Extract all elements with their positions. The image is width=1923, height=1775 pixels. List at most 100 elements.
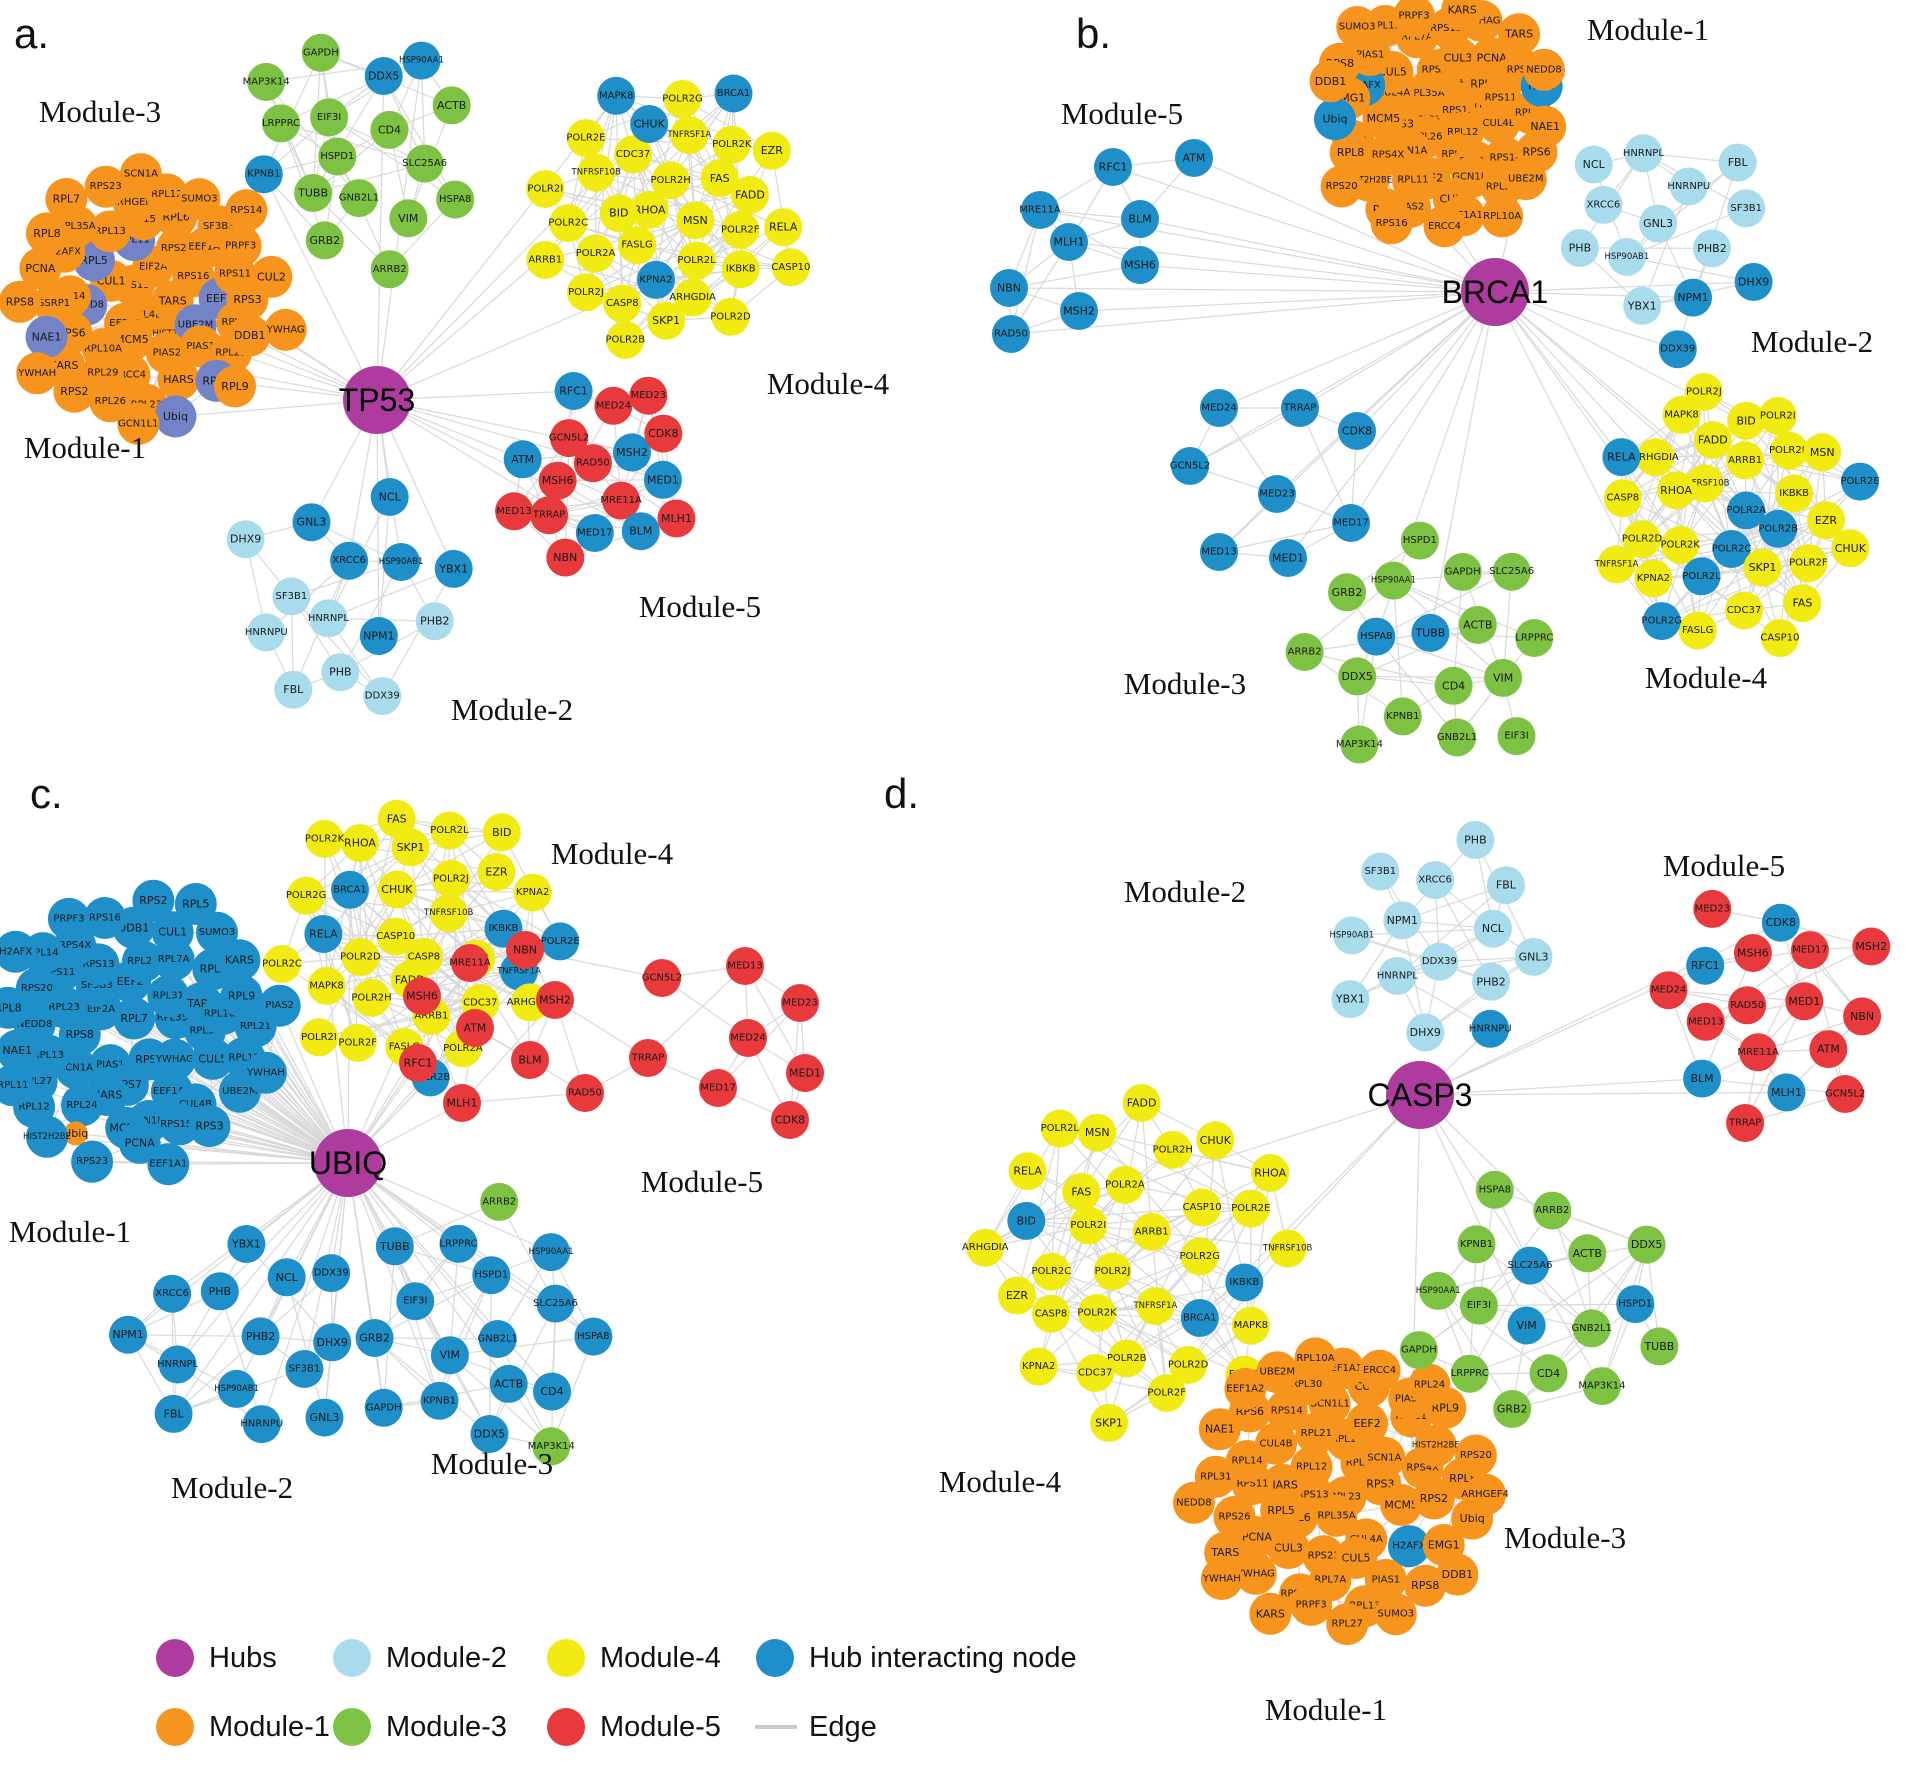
node-circle[interactable] xyxy=(1132,1212,1171,1251)
node-ARRB2[interactable]: ARRB2 xyxy=(480,1182,519,1221)
node-circle[interactable] xyxy=(1693,889,1732,928)
node-BLM[interactable]: BLM xyxy=(1683,1059,1722,1098)
node-ACTB[interactable]: ACTB xyxy=(489,1364,528,1403)
node-circle[interactable] xyxy=(313,1323,352,1362)
node-TRRAP[interactable]: TRRAP xyxy=(1726,1104,1765,1142)
node-DDX5[interactable]: DDX5 xyxy=(1627,1225,1666,1264)
node-SLC25A6[interactable]: SLC25A6 xyxy=(1489,552,1534,591)
node-MED17[interactable]: MED17 xyxy=(575,514,614,552)
node-POLR2H[interactable]: POLR2H xyxy=(351,978,392,1017)
node-ARHGDIA[interactable]: ARHGDIA xyxy=(1632,438,1679,477)
node-NPM1[interactable]: NPM1 xyxy=(109,1315,148,1354)
node-RPS14[interactable]: RPS14 xyxy=(225,189,268,232)
node-CASP10[interactable]: CASP10 xyxy=(771,248,810,287)
node-circle[interactable] xyxy=(1734,262,1773,301)
node-circle[interactable] xyxy=(121,940,164,983)
node-circle[interactable] xyxy=(1434,666,1473,705)
node-POLR2K[interactable]: POLR2K xyxy=(1661,526,1701,564)
node-KPNA2[interactable]: KPNA2 xyxy=(513,873,552,912)
node-MED17[interactable]: MED17 xyxy=(1790,931,1829,970)
node-circle[interactable] xyxy=(1388,1525,1430,1568)
node-ACTB[interactable]: ACTB xyxy=(1568,1234,1607,1273)
node-circle[interactable] xyxy=(1019,1347,1058,1386)
node-RFC1[interactable]: RFC1 xyxy=(399,1044,437,1082)
node-circle[interactable] xyxy=(1332,504,1370,542)
node-DDX5[interactable]: DDX5 xyxy=(1338,657,1377,696)
node-CUL5[interactable]: CUL5 xyxy=(191,1037,234,1080)
node-YBX1[interactable]: YBX1 xyxy=(227,1225,266,1263)
node-HSP90AA1[interactable]: HSP90AA1 xyxy=(399,41,444,80)
node-circle[interactable] xyxy=(305,1398,344,1437)
node-EZR[interactable]: EZR xyxy=(998,1276,1036,1315)
node-RPL5[interactable]: RPL5 xyxy=(174,883,217,925)
node-circle[interactable] xyxy=(1180,1299,1219,1337)
node-circle[interactable] xyxy=(242,1405,281,1444)
node-MED1[interactable]: MED1 xyxy=(786,1054,824,1092)
node-circle[interactable] xyxy=(1661,526,1700,564)
node-circle[interactable] xyxy=(1315,1494,1358,1537)
node-GCN1L1[interactable]: GCN1L1 xyxy=(117,402,160,445)
node-MLH1[interactable]: MLH1 xyxy=(443,1084,481,1122)
node-POLR2E[interactable]: POLR2E xyxy=(1840,462,1880,501)
node-circle[interactable] xyxy=(1346,1402,1389,1445)
node-YWHAG[interactable]: YWHAG xyxy=(264,308,307,351)
node-circle[interactable] xyxy=(1136,1287,1175,1326)
node-circle[interactable] xyxy=(1383,901,1422,940)
node-H2AFX[interactable]: H2AFX xyxy=(0,930,37,973)
node-circle[interactable] xyxy=(1285,633,1324,671)
node-circle[interactable] xyxy=(711,297,750,336)
node-VIM[interactable]: VIM xyxy=(430,1336,469,1375)
node-circle[interactable] xyxy=(644,414,683,453)
node-circle[interactable] xyxy=(1040,1109,1079,1148)
node-circle[interactable] xyxy=(0,280,41,323)
node-circle[interactable] xyxy=(1464,1473,1507,1516)
node-circle[interactable] xyxy=(1683,1059,1722,1098)
node-circle[interactable] xyxy=(405,144,444,183)
node-NBN[interactable]: NBN xyxy=(546,538,585,577)
node-GCN5L2[interactable]: GCN5L2 xyxy=(642,959,683,997)
node-RPL8[interactable]: RPL8 xyxy=(0,986,29,1029)
node-circle[interactable] xyxy=(456,1009,494,1047)
node-MAPK8[interactable]: MAPK8 xyxy=(1231,1306,1270,1345)
node-POLR2J[interactable]: POLR2J xyxy=(1684,373,1723,411)
node-circle[interactable] xyxy=(1514,937,1553,976)
node-circle[interactable] xyxy=(1231,1189,1270,1228)
node-circle[interactable] xyxy=(1636,438,1675,477)
node-circle[interactable] xyxy=(1727,491,1766,530)
node-circle[interactable] xyxy=(377,870,416,909)
node-POLR2D[interactable]: POLR2D xyxy=(1622,520,1663,559)
node-POLR2K[interactable]: POLR2K xyxy=(1077,1294,1117,1333)
node-circle[interactable] xyxy=(391,828,430,867)
node-circle[interactable] xyxy=(287,876,326,915)
node-POLR2J[interactable]: POLR2J xyxy=(432,859,470,898)
node-circle[interactable] xyxy=(700,159,739,198)
node-HSPD1[interactable]: HSPD1 xyxy=(318,137,357,176)
node-circle[interactable] xyxy=(241,1317,280,1356)
node-BLM[interactable]: BLM xyxy=(621,512,660,551)
node-CD4[interactable]: CD4 xyxy=(1434,666,1473,705)
node-circle[interactable] xyxy=(1785,982,1824,1021)
node-circle[interactable] xyxy=(503,440,542,479)
node-GNB2L1[interactable]: GNB2L1 xyxy=(478,1320,518,1358)
node-GRB2[interactable]: GRB2 xyxy=(355,1319,394,1357)
node-MED23[interactable]: MED23 xyxy=(629,376,668,415)
node-NAE1[interactable]: NAE1 xyxy=(1198,1408,1241,1451)
node-circle[interactable] xyxy=(1471,1009,1510,1048)
node-HIST2H2BE[interactable]: HIST2H2BE xyxy=(23,1115,71,1158)
node-PRPF3[interactable]: PRPF3 xyxy=(47,897,90,940)
node-circle[interactable] xyxy=(566,119,605,158)
node-SUMO3[interactable]: SUMO3 xyxy=(1374,1593,1417,1636)
node-circle[interactable] xyxy=(370,478,409,516)
node-circle[interactable] xyxy=(285,1350,324,1388)
node-circle[interactable] xyxy=(575,514,614,552)
node-circle[interactable] xyxy=(670,116,709,155)
node-circle[interactable] xyxy=(1790,931,1829,970)
node-circle[interactable] xyxy=(1685,464,1724,503)
node-circle[interactable] xyxy=(1076,1354,1115,1392)
node-circle[interactable] xyxy=(1419,1271,1458,1310)
node-RFC1[interactable]: RFC1 xyxy=(554,372,593,410)
node-circle[interactable] xyxy=(292,503,331,542)
node-POLR2I[interactable]: POLR2I xyxy=(1758,397,1797,435)
node-SF3B1[interactable]: SF3B1 xyxy=(1727,189,1766,228)
node-KPNA2[interactable]: KPNA2 xyxy=(1634,559,1673,598)
